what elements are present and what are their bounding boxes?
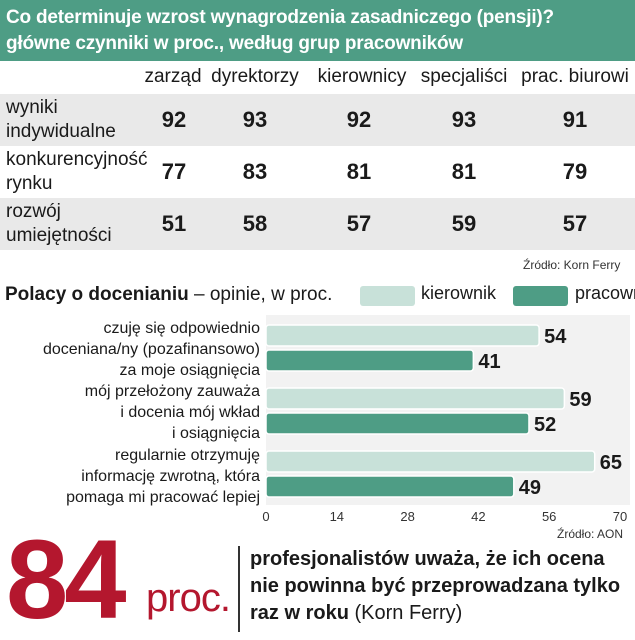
table-cell: 81 [346, 159, 372, 184]
table-column-header: prac. biurowi [521, 66, 629, 87]
category-line: i docenia mój wkład [120, 404, 260, 421]
bar-kierownik [265, 387, 566, 410]
bar-value-label: 59 [569, 389, 591, 411]
table-cell: 92 [161, 107, 187, 132]
chart-category-label: mój przełożony zauważa i docenia mój wkł… [85, 381, 260, 444]
category-line: informację zwrotną, która [81, 468, 260, 485]
callout-line: profesjonalistów uważa, że ich ocena [250, 548, 605, 570]
table-cell: 81 [451, 159, 477, 184]
header-title: Co determinuje wzrost wynagrodzenia zasa… [6, 7, 554, 28]
legend-label-kierownik: kierownik [421, 283, 497, 303]
callout-unit: proc. [146, 576, 231, 620]
bar-kierownik [265, 324, 540, 347]
x-tick-label: 70 [613, 509, 627, 524]
callout-text: profesjonalistów uważa, że ich ocena nie… [250, 546, 620, 627]
callout-line: nie powinna być przeprowadzana tylko [250, 575, 621, 597]
callout-line: raz w roku (Korn Ferry) [250, 600, 620, 627]
callout-number: 84 [6, 517, 127, 640]
table-cell: 59 [451, 211, 477, 236]
callout-line-bold: raz w roku [250, 602, 349, 624]
table-row-label: konkurencyjność rynku [6, 149, 148, 194]
chart-title: Polacy o docenianiu – opinie, w proc. [5, 284, 332, 306]
chart-title-bold: Polacy o docenianiu [5, 284, 189, 305]
table-cell: 77 [161, 159, 187, 184]
callout-line-rest: (Korn Ferry) [348, 602, 463, 624]
table-row: rozwój umiejętności 51 58 57 59 57 [0, 198, 635, 250]
legend-label-pracownik: pracownik [575, 283, 635, 303]
category-line: regularnie otrzymuję [115, 447, 260, 464]
table-cell: 58 [242, 211, 268, 236]
table-source: Źródło: Korn Ferry [523, 258, 621, 272]
table-row-label: rozwój umiejętności [6, 201, 112, 246]
table-cell: 83 [242, 159, 268, 184]
header-subtitle: główne czynniki w proc., według grup pra… [6, 33, 464, 54]
chart-title-rest: – opinie, w proc. [188, 284, 333, 305]
table-column-header: dyrektorzy [211, 66, 299, 87]
category-line: czuję się odpowiednio [103, 320, 260, 337]
table-column-header: kierownicy [317, 66, 407, 87]
x-tick-label: 14 [330, 509, 344, 524]
bar-chart: 54 41 59 52 65 49 0 14 28 42 56 70 [262, 315, 630, 524]
bar-value-label: 65 [600, 452, 622, 474]
category-line: mój przełożony zauważa [84, 383, 260, 400]
chart-source: Źródło: AON [557, 527, 624, 541]
x-tick-label: 0 [262, 509, 269, 524]
bar-value-label: 54 [544, 326, 567, 348]
table-cell: 91 [562, 107, 588, 132]
category-line: doceniana/ny (pozafinansowo) [42, 341, 260, 358]
category-line: pomaga mi pracować lepiej [66, 489, 260, 506]
x-tick-label: 42 [471, 509, 485, 524]
legend-swatch-pracownik [513, 286, 568, 306]
callout-divider [238, 546, 240, 632]
category-line: i osiągnięcia [171, 425, 260, 442]
bar-value-label: 49 [519, 477, 541, 499]
table-cell: 57 [346, 211, 372, 236]
table-cell: 51 [161, 211, 187, 236]
x-tick-label: 56 [542, 509, 556, 524]
bar-pracownik [265, 412, 530, 435]
table-cell: 93 [451, 107, 477, 132]
bar-value-label: 41 [478, 351, 500, 373]
legend-swatch-kierownik [360, 286, 415, 306]
header-banner: Co determinuje wzrost wynagrodzenia zasa… [0, 0, 635, 61]
category-line: za moje osiągnięcia [119, 362, 260, 379]
bar-pracownik [265, 349, 475, 372]
bar-pracownik [265, 475, 515, 498]
table-cell: 79 [562, 159, 588, 184]
table-cell: 92 [346, 107, 372, 132]
chart-category-label: regularnie otrzymuję informację zwrotną,… [66, 445, 260, 508]
bar-value-label: 52 [534, 414, 556, 436]
chart-category-label: czuję się odpowiednio doceniana/ny (poza… [43, 318, 260, 381]
table-cell: 57 [562, 211, 588, 236]
x-tick-label: 28 [400, 509, 414, 524]
table-row: wyniki indywidualne 92 93 92 93 91 [0, 94, 635, 146]
table-column-header: specjaliści [420, 66, 508, 87]
table-column-header: zarząd [144, 66, 202, 87]
table-row: konkurencyjność rynku 77 83 81 81 79 [0, 146, 635, 198]
table-row-label: wyniki indywidualne [6, 97, 116, 142]
bar-kierownik [265, 450, 596, 473]
table-cell: 93 [242, 107, 268, 132]
